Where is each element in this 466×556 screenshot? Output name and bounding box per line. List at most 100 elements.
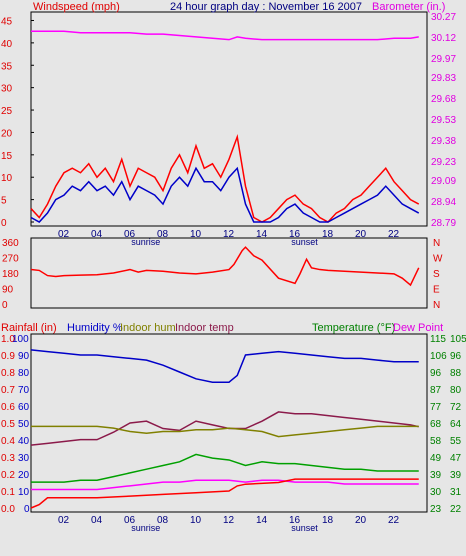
temp-right-tick-2: 55 xyxy=(450,436,462,447)
temp-right-tick: 30 xyxy=(430,487,442,498)
x-tick-label: 12 xyxy=(223,515,235,526)
wind-left-tick: 25 xyxy=(1,106,13,117)
wind-series-line xyxy=(31,30,419,41)
wind-left-tick: 0 xyxy=(1,218,7,229)
bottom-series-line xyxy=(31,479,419,491)
hum-left-tick: 70 xyxy=(18,385,30,396)
x-tick-label: 14 xyxy=(256,515,268,526)
bottom-series-line xyxy=(31,453,419,483)
baro-right-tick: 29.68 xyxy=(431,94,456,105)
temp-right-tick-2: 22 xyxy=(450,504,462,515)
hum-left-tick: 80 xyxy=(18,368,30,379)
x-tick-label: 06 xyxy=(124,515,136,526)
x-tick-label: 12 xyxy=(223,229,235,240)
wind-left-tick: 5 xyxy=(1,196,7,207)
direction-series-line xyxy=(30,246,420,287)
temp-right-tick: 58 xyxy=(430,436,442,447)
rain-left-tick: 0.5 xyxy=(1,419,15,430)
x-tick-label: 02 xyxy=(58,229,70,240)
hum-left-tick: 90 xyxy=(18,351,30,362)
temp-right-tick: 39 xyxy=(430,470,442,481)
x-tick-label: 06 xyxy=(124,229,136,240)
wind-left-tick: 30 xyxy=(1,84,13,95)
temp-right-tick-2: 88 xyxy=(450,368,462,379)
x-tick-label: 10 xyxy=(190,515,202,526)
rain-left-tick: 0.8 xyxy=(1,368,15,379)
sunset-label: sunset xyxy=(291,523,318,533)
dir-left-tick: 360 xyxy=(2,238,19,249)
rain-left-tick: 1.0 xyxy=(1,334,15,345)
temp-right-tick: 96 xyxy=(430,368,442,379)
x-tick-label: 04 xyxy=(91,229,103,240)
hum-left-tick: 10 xyxy=(18,487,30,498)
temp-right-tick: 49 xyxy=(430,453,442,464)
barometer-label: Barometer (in.) xyxy=(372,1,445,13)
hum-left-tick: 30 xyxy=(18,453,30,464)
graph-title: 24 hour graph day : November 16 2007 xyxy=(170,1,362,13)
temp-right-tick-2: 31 xyxy=(450,487,462,498)
temp-right-tick: 87 xyxy=(430,385,442,396)
x-tick-label: 20 xyxy=(355,515,367,526)
rainfall-label: Rainfall (in) xyxy=(1,322,57,334)
dew-point-label: Dew Point xyxy=(393,322,443,334)
sunset-label: sunset xyxy=(291,237,318,247)
windspeed-label: Windspeed (mph) xyxy=(33,1,120,13)
x-tick-label: 18 xyxy=(322,229,334,240)
temp-right-tick-2: 105 xyxy=(450,334,466,345)
wind-series-line xyxy=(30,134,420,223)
dir-left-tick: 0 xyxy=(2,300,8,311)
baro-right-tick: 29.97 xyxy=(431,54,456,65)
indoor-temp-label: Indoor temp xyxy=(175,322,234,334)
baro-right-tick: 29.83 xyxy=(431,73,456,84)
temp-right-tick-2: 47 xyxy=(450,453,462,464)
x-tick-label: 22 xyxy=(388,515,400,526)
dir-right-tick: N xyxy=(433,300,440,311)
rain-left-tick: 0.7 xyxy=(1,385,15,396)
dir-left-tick: 270 xyxy=(2,254,19,265)
wind-left-tick: 20 xyxy=(1,128,13,139)
baro-right-tick: 30.12 xyxy=(431,33,456,44)
bottom-series-line xyxy=(30,349,419,383)
temp-right-tick-2: 64 xyxy=(450,419,462,430)
rain-left-tick: 0.9 xyxy=(1,351,15,362)
sunrise-label: sunrise xyxy=(131,237,160,247)
rain-left-tick: 0.1 xyxy=(1,487,15,498)
x-tick-label: 10 xyxy=(190,229,202,240)
wind-left-tick: 35 xyxy=(1,61,13,72)
rain-left-tick: 0.6 xyxy=(1,402,15,413)
hum-left-tick: 60 xyxy=(18,402,30,413)
x-tick-label: 22 xyxy=(388,229,400,240)
wind-left-tick: 10 xyxy=(1,173,13,184)
baro-right-tick: 29.38 xyxy=(431,136,456,147)
x-tick-label: 08 xyxy=(157,515,169,526)
wind-panel-frame xyxy=(30,11,428,227)
hum-left-tick: 20 xyxy=(18,470,30,481)
baro-right-tick: 28.94 xyxy=(431,197,456,208)
temp-panel-frame xyxy=(30,333,428,513)
baro-right-tick: 29.53 xyxy=(431,115,456,126)
humidity-label: Humidity % xyxy=(67,322,123,334)
dir-right-tick: E xyxy=(433,285,440,296)
baro-right-tick: 29.09 xyxy=(431,176,456,187)
rain-left-tick: 0.0 xyxy=(1,504,15,515)
x-tick-label: 18 xyxy=(322,515,334,526)
temp-right-tick-2: 96 xyxy=(450,351,462,362)
baro-right-tick: 29.23 xyxy=(431,157,456,168)
temp-right-tick-2: 72 xyxy=(450,402,462,413)
x-tick-label: 02 xyxy=(58,515,70,526)
x-tick-label: 16 xyxy=(289,229,301,240)
temp-right-tick-2: 39 xyxy=(450,470,462,481)
dir-right-tick: N xyxy=(433,238,440,249)
x-tick-label: 08 xyxy=(157,229,169,240)
baro-right-tick: 28.79 xyxy=(431,218,456,229)
bottom-series-line xyxy=(30,478,419,509)
hum-left-tick: 0 xyxy=(24,504,30,515)
dir-left-tick: 90 xyxy=(2,285,14,296)
baro-right-tick: 30.27 xyxy=(431,12,456,23)
dir-right-tick: S xyxy=(433,269,440,280)
wind-left-tick: 40 xyxy=(1,39,13,50)
sunrise-label: sunrise xyxy=(131,523,160,533)
rain-left-tick: 0.3 xyxy=(1,453,15,464)
